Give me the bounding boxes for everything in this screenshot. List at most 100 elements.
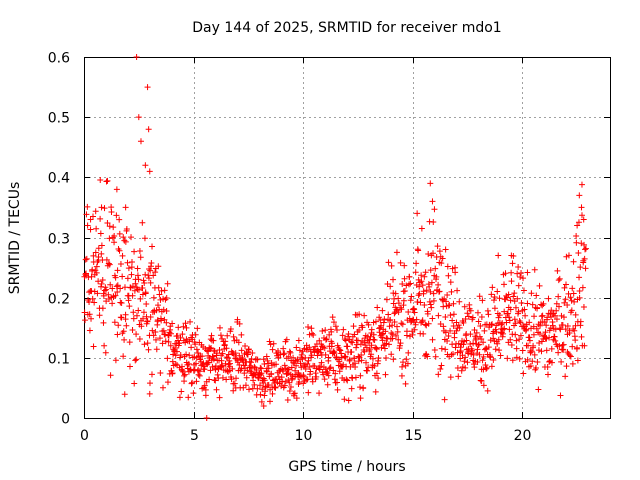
data-point xyxy=(579,284,586,291)
data-point xyxy=(246,386,253,393)
data-point xyxy=(370,331,377,338)
data-point xyxy=(165,332,172,339)
data-point xyxy=(423,287,430,294)
data-point xyxy=(513,337,520,344)
data-point xyxy=(508,269,515,276)
data-point xyxy=(238,347,245,354)
data-point xyxy=(226,360,233,367)
data-point xyxy=(361,348,368,355)
data-point xyxy=(135,286,142,293)
data-point xyxy=(302,366,309,373)
data-point xyxy=(361,339,368,346)
data-point xyxy=(182,320,189,327)
data-point xyxy=(387,316,394,323)
data-point xyxy=(145,126,152,133)
data-point xyxy=(450,351,457,358)
data-point xyxy=(447,374,454,381)
data-point xyxy=(528,290,535,297)
data-point xyxy=(398,372,405,379)
data-point xyxy=(247,368,254,375)
data-point xyxy=(382,371,389,378)
data-point xyxy=(224,332,231,339)
data-point xyxy=(132,357,139,364)
data-point xyxy=(480,353,487,360)
data-point xyxy=(131,248,138,255)
data-point xyxy=(401,275,408,282)
data-point xyxy=(458,367,465,374)
data-point xyxy=(567,353,574,360)
data-point xyxy=(93,225,100,232)
data-point xyxy=(513,345,520,352)
data-point xyxy=(167,330,174,337)
data-point xyxy=(527,349,534,356)
data-point xyxy=(379,331,386,338)
data-point xyxy=(176,394,183,401)
data-point xyxy=(144,317,151,324)
data-point xyxy=(413,260,420,267)
data-point xyxy=(576,192,583,199)
data-point xyxy=(469,314,476,321)
data-point xyxy=(278,383,285,390)
data-point xyxy=(403,282,410,289)
data-point xyxy=(234,316,241,323)
data-point xyxy=(297,360,304,367)
data-point xyxy=(393,323,400,330)
data-point xyxy=(196,368,203,375)
data-point xyxy=(114,289,121,296)
data-point xyxy=(572,337,579,344)
data-point xyxy=(228,376,235,383)
data-point xyxy=(281,382,288,389)
data-point xyxy=(508,252,515,259)
data-point xyxy=(467,307,474,314)
data-point xyxy=(257,364,264,371)
data-point xyxy=(84,222,91,229)
data-point xyxy=(375,375,382,382)
data-point xyxy=(575,249,582,256)
data-point xyxy=(569,285,576,292)
data-point xyxy=(442,314,449,321)
data-point xyxy=(480,382,487,389)
data-point xyxy=(573,233,580,240)
data-point xyxy=(516,318,523,325)
data-point xyxy=(211,376,218,383)
data-point xyxy=(479,357,486,364)
data-point xyxy=(279,366,286,373)
data-point xyxy=(462,364,469,371)
data-point xyxy=(116,230,123,237)
data-point xyxy=(430,297,437,304)
data-point xyxy=(143,300,150,307)
data-point xyxy=(381,345,388,352)
data-point xyxy=(483,365,490,372)
data-point xyxy=(522,312,529,319)
data-point xyxy=(155,302,162,309)
data-point xyxy=(453,327,460,334)
data-point xyxy=(388,351,395,358)
data-point xyxy=(560,314,567,321)
data-point xyxy=(144,340,151,347)
data-point xyxy=(462,315,469,322)
data-point xyxy=(333,326,340,333)
data-point xyxy=(444,263,451,270)
data-point xyxy=(394,328,401,335)
data-point xyxy=(427,267,434,274)
data-point xyxy=(181,372,188,379)
data-point xyxy=(395,300,402,307)
data-point xyxy=(161,287,168,294)
data-point xyxy=(368,351,375,358)
data-point xyxy=(566,352,573,359)
data-point xyxy=(505,291,512,298)
data-point xyxy=(322,366,329,373)
data-point xyxy=(87,226,94,233)
data-point xyxy=(333,379,340,386)
data-point xyxy=(562,373,569,380)
data-point xyxy=(330,367,337,374)
data-point xyxy=(91,299,98,306)
data-point xyxy=(510,293,517,300)
data-point xyxy=(82,256,89,263)
data-point xyxy=(536,282,543,289)
data-point xyxy=(98,250,105,257)
data-point xyxy=(379,337,386,344)
data-point xyxy=(153,307,160,314)
data-point xyxy=(564,301,571,308)
